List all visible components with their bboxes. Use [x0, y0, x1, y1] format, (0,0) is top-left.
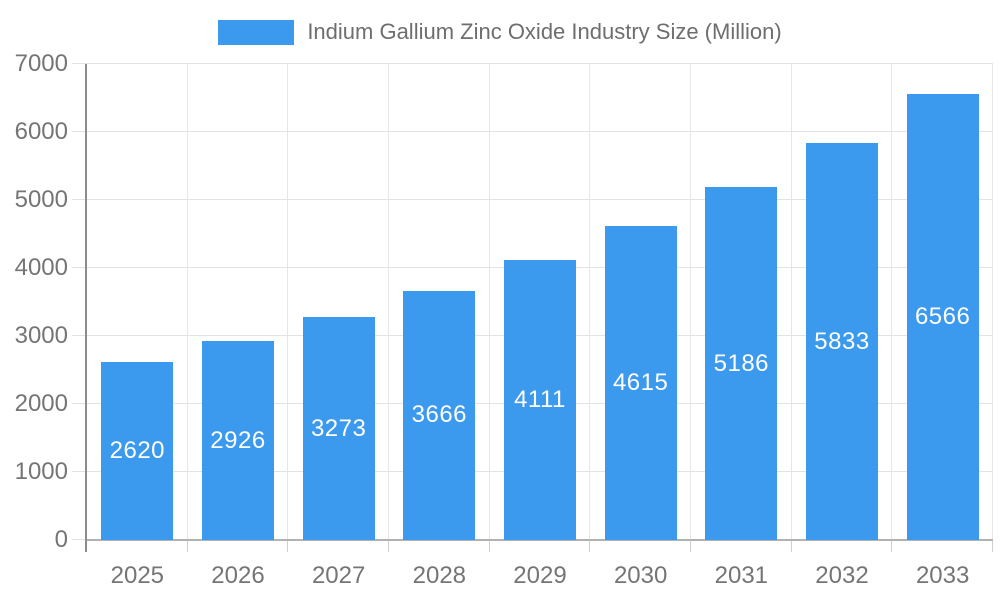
bar-value-label: 3273 [310, 414, 367, 442]
x-gridline [589, 64, 591, 540]
y-axis-label: 4000 [14, 254, 68, 281]
bar-value-label: 4615 [612, 369, 669, 397]
legend-swatch [218, 19, 295, 45]
x-gridline [287, 64, 289, 540]
x-gridline [488, 64, 490, 540]
x-axis-tick [690, 540, 691, 552]
y-axis-label: 0 [54, 526, 68, 553]
x-axis-tick [589, 540, 591, 552]
bar[interactable]: 2620 [101, 361, 174, 540]
bar-value-label: 3666 [411, 401, 468, 429]
x-axis-label: 2026 [211, 562, 265, 589]
x-axis-label: 2030 [613, 562, 668, 589]
bar-value-label: 2926 [210, 426, 266, 454]
legend[interactable]: Indium Gallium Zinc Oxide Industry Size … [0, 19, 1000, 45]
y-axis-line [85, 64, 87, 552]
bar[interactable]: 4615 [604, 226, 677, 540]
x-axis-label: 2029 [513, 562, 567, 589]
bar-value-label: 6566 [914, 302, 971, 330]
bar[interactable]: 6566 [906, 93, 979, 540]
x-axis-tick [891, 540, 893, 552]
bar-value-label: 5186 [713, 349, 770, 377]
y-axis-label: 7000 [14, 50, 68, 77]
bar-value-label: 2620 [109, 436, 166, 464]
x-axis-label: 2033 [915, 562, 970, 589]
bar[interactable]: 3273 [302, 317, 375, 540]
x-axis-label: 2027 [311, 562, 366, 589]
x-gridline [186, 64, 188, 540]
y-axis-label: 1000 [14, 458, 68, 485]
bar[interactable]: 3666 [403, 290, 476, 540]
y-axis-label: 2000 [14, 390, 68, 417]
bar[interactable]: 2926 [202, 341, 274, 540]
x-axis-tick [790, 540, 792, 552]
x-gridline [388, 64, 389, 540]
bar[interactable]: 5186 [705, 187, 778, 540]
x-axis-tick [186, 540, 188, 552]
x-axis-tick [388, 540, 389, 552]
x-axis-label: 2031 [714, 562, 769, 589]
bar-value-label: 4111 [514, 386, 566, 414]
x-axis-label: 2028 [412, 562, 467, 589]
bar-value-label: 5833 [814, 327, 870, 355]
y-gridline [72, 199, 993, 200]
x-axis-tick [287, 540, 289, 552]
x-axis-label: 2032 [815, 562, 869, 589]
x-gridline [992, 64, 993, 540]
bar[interactable]: 4111 [504, 260, 576, 540]
y-gridline [72, 131, 993, 132]
y-axis-label: 3000 [14, 322, 68, 349]
x-gridline [790, 64, 792, 540]
x-axis-tick [488, 540, 490, 552]
x-axis-label: 2025 [110, 562, 165, 589]
bar[interactable]: 5833 [806, 143, 878, 540]
x-axis-tick [992, 540, 993, 552]
x-gridline [690, 64, 691, 540]
y-axis-label: 6000 [14, 118, 68, 145]
x-axis-line [87, 539, 993, 541]
x-gridline [891, 64, 893, 540]
y-axis-label: 5000 [14, 186, 68, 213]
legend-label: Indium Gallium Zinc Oxide Industry Size … [307, 19, 782, 44]
y-gridline [72, 63, 993, 64]
